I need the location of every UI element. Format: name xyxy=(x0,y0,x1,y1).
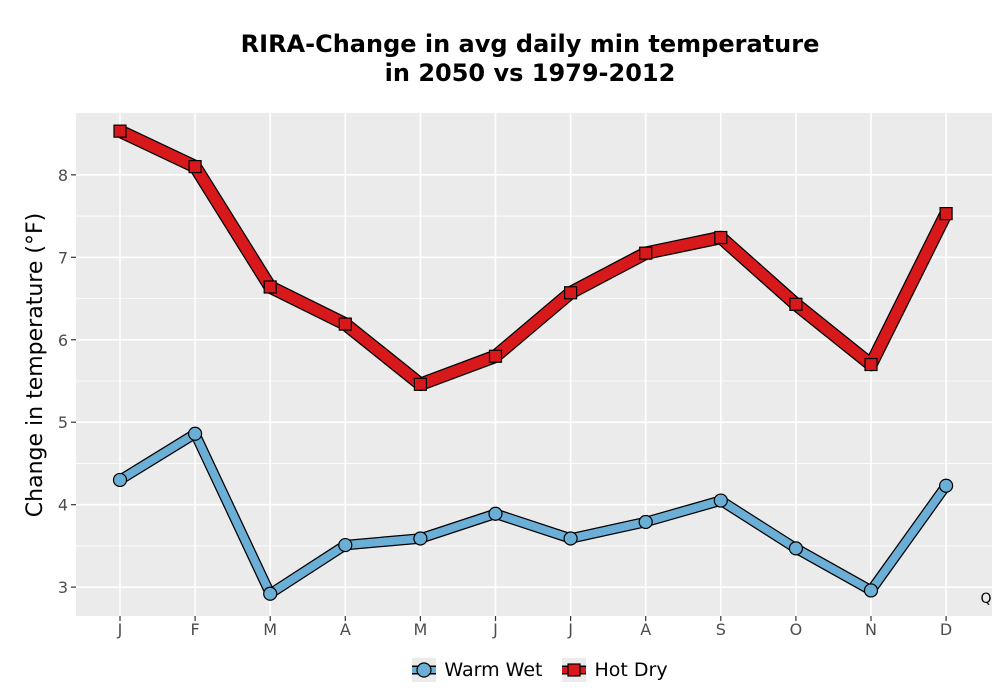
x-tick-label: O xyxy=(790,620,803,639)
x-tick-label: J xyxy=(117,620,123,639)
data-point xyxy=(188,159,202,174)
data-point xyxy=(639,246,653,260)
chart-title-line-2: in 2050 vs 1979-2012 xyxy=(384,59,676,87)
y-tick-label: 3 xyxy=(58,578,68,597)
x-tick-label: J xyxy=(567,620,573,639)
y-tick-label: 7 xyxy=(58,248,68,267)
data-point xyxy=(713,493,728,508)
series-layer xyxy=(112,124,954,601)
data-point xyxy=(413,377,427,391)
data-point xyxy=(338,537,353,553)
legend-key-warm-wet xyxy=(412,658,437,682)
y-tick-label: 6 xyxy=(58,331,68,350)
corner-label: Q xyxy=(980,591,991,607)
data-point xyxy=(263,280,277,294)
data-point xyxy=(789,297,803,311)
x-tick-label: A xyxy=(340,620,351,639)
legend-item-hot-dry: Hot Dry xyxy=(562,658,668,682)
data-point xyxy=(488,506,503,521)
data-point xyxy=(112,472,128,488)
data-point xyxy=(563,531,578,546)
circle-marker-icon xyxy=(416,662,433,678)
legend-label-warm-wet: Warm Wet xyxy=(444,659,543,681)
data-point xyxy=(188,426,203,441)
data-point xyxy=(263,586,278,601)
square-marker-icon xyxy=(567,663,582,677)
y-axis-ticks: 3 4 5 6 7 8 xyxy=(58,166,76,597)
x-tick-label: S xyxy=(716,620,726,639)
y-tick-label: 5 xyxy=(58,413,68,432)
series-line xyxy=(117,126,952,390)
chart-title-line-1: RIRA-Change in avg daily min temperature xyxy=(240,30,820,58)
legend-item-warm-wet: Warm Wet xyxy=(412,658,542,682)
data-point xyxy=(863,583,879,598)
data-point xyxy=(563,286,578,300)
x-tick-label: F xyxy=(190,620,199,639)
data-point xyxy=(488,349,503,363)
data-point xyxy=(338,317,352,331)
data-point xyxy=(638,514,653,530)
data-point xyxy=(413,531,428,546)
data-point xyxy=(788,541,804,556)
data-point xyxy=(864,357,878,372)
x-tick-label: D xyxy=(940,620,952,639)
y-tick-label: 8 xyxy=(58,166,68,185)
legend-label-hot-dry: Hot Dry xyxy=(594,659,668,681)
series-warm-wet xyxy=(112,426,954,601)
x-tick-label: A xyxy=(640,620,651,639)
data-point xyxy=(113,124,127,138)
series-line xyxy=(117,429,950,598)
data-point xyxy=(714,230,728,245)
y-tick-label: 4 xyxy=(58,496,68,515)
legend: Warm Wet Hot Dry xyxy=(0,658,1000,682)
x-tick-label: N xyxy=(865,620,877,639)
data-point xyxy=(938,478,954,493)
series-hot-dry xyxy=(113,124,953,392)
chart-title: RIRA-Change in avg daily min temperature… xyxy=(0,30,1000,88)
x-tick-label: M xyxy=(413,620,427,639)
x-tick-label: M xyxy=(263,620,277,639)
data-point xyxy=(939,207,953,221)
legend-key-hot-dry xyxy=(562,658,587,682)
x-tick-label: J xyxy=(492,620,498,639)
y-axis-title: Change in temperature (°F) xyxy=(23,213,48,517)
plot-panel xyxy=(76,113,992,616)
